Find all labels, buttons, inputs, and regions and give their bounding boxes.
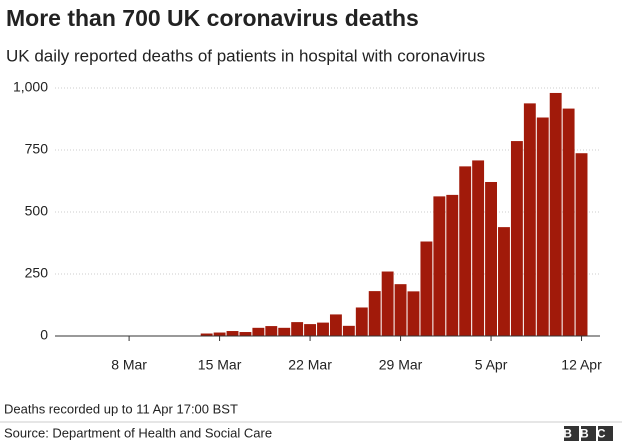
bar <box>472 160 485 336</box>
bar <box>226 331 239 336</box>
bar <box>252 327 265 336</box>
bar <box>265 326 278 336</box>
bar <box>536 117 549 337</box>
chart-subtitle: UK daily reported deaths of patients in … <box>6 46 485 65</box>
bar <box>485 181 497 336</box>
bar <box>498 227 510 336</box>
source: Source: Department of Health and Social … <box>4 425 272 440</box>
y-tick-label: 500 <box>25 203 49 219</box>
bar <box>446 194 459 336</box>
bar <box>304 324 317 336</box>
bar <box>459 166 472 336</box>
bar <box>355 307 368 336</box>
y-tick-label: 0 <box>40 327 48 343</box>
x-tick-label: 8 Mar <box>111 357 147 373</box>
bar <box>368 291 381 336</box>
x-tick-label: 22 Mar <box>288 357 332 373</box>
bar <box>200 333 213 336</box>
note: Deaths recorded up to 11 Apr 17:00 BST <box>4 401 238 416</box>
y-tick-label: 1,000 <box>13 79 48 95</box>
bar <box>278 327 291 336</box>
bar <box>317 322 329 336</box>
bar <box>510 141 523 336</box>
x-tick-label: 29 Mar <box>379 357 423 373</box>
x-tick-label: 12 Apr <box>561 357 602 373</box>
bar <box>213 332 226 336</box>
bar <box>433 196 446 336</box>
bar <box>394 284 407 336</box>
bar <box>562 108 575 336</box>
bar <box>239 332 252 336</box>
bar <box>291 322 304 336</box>
bar <box>342 325 355 336</box>
bar <box>420 241 433 336</box>
x-tick-label: 5 Apr <box>475 357 508 373</box>
logo: BBC <box>563 427 614 441</box>
y-tick-label: 750 <box>25 141 49 157</box>
x-tick-label: 15 Mar <box>198 357 242 373</box>
bar <box>575 153 588 336</box>
y-tick-label: 250 <box>25 265 49 281</box>
bar <box>523 103 536 336</box>
chart-title: More than 700 UK coronavirus deaths <box>6 5 419 31</box>
bar <box>549 92 562 337</box>
bar <box>407 291 420 336</box>
bar <box>381 271 394 336</box>
logo-boxes <box>564 426 613 441</box>
bar <box>329 314 342 336</box>
